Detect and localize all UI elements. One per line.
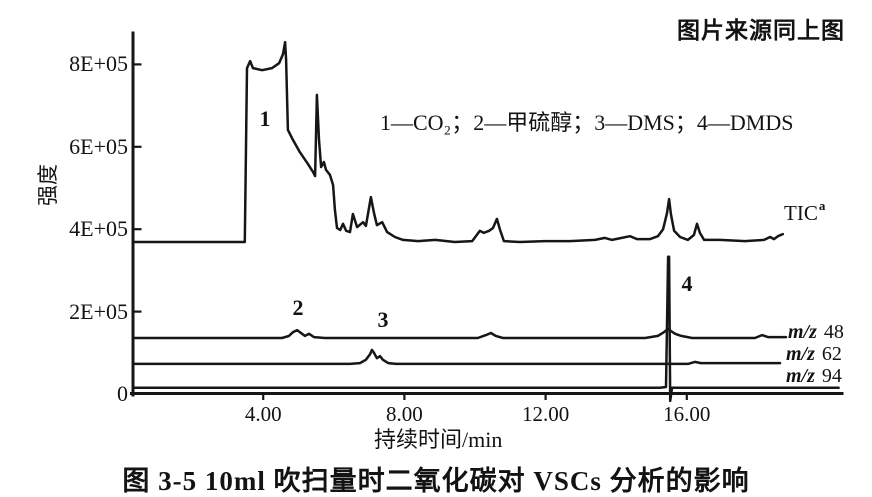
mz94-value: 94 [821, 365, 842, 387]
y-axis-title: 强度 [36, 164, 60, 206]
peak-label-2: 2 [292, 295, 304, 320]
trace-mz62 [131, 348, 782, 366]
mz62-prefix: m/z [786, 343, 815, 365]
trace-mz94 [131, 255, 840, 403]
trace-label-mz94: m/z 94 [786, 365, 842, 388]
x-axis-title: 持续时间/min [374, 427, 503, 452]
x-tick-label: 16.00 [663, 402, 711, 426]
tic-superscript: a [818, 198, 826, 213]
trace-mz48 [131, 327, 788, 340]
peak-label-1: 1 [259, 106, 271, 131]
trace-label-mz48: m/z 48 [788, 321, 844, 344]
x-tick-label: 4.00 [244, 402, 282, 426]
image-source-note: 图片来源同上图 [677, 17, 845, 43]
mz48-value: 48 [823, 321, 844, 343]
figure-caption: 图 3-5 10ml 吹扫量时二氧化碳对 VSCs 分析的影响 [122, 466, 750, 496]
mz48-prefix: m/z [788, 321, 817, 343]
peak-label-4: 4 [681, 271, 693, 296]
peak-label-3: 3 [377, 307, 389, 332]
y-tick-label: 4E+05 [69, 216, 128, 242]
trace-tic [131, 40, 785, 244]
mz94-prefix: m/z [786, 365, 815, 387]
y-tick-label: 8E+05 [69, 51, 128, 77]
trace-label-mz62: m/z 62 [786, 343, 842, 366]
y-tick-label: 6E+05 [69, 133, 128, 159]
mz62-value: 62 [821, 343, 842, 365]
y-tick-label: 0 [117, 381, 128, 406]
x-tick-label: 8.00 [386, 402, 423, 426]
trace-label-tic: TICa [784, 198, 826, 226]
tic-label-text: TIC [784, 201, 818, 225]
y-tick-label: 2E+05 [69, 298, 128, 324]
x-tick-label: 12.00 [521, 402, 570, 426]
peak-legend: 1—CO₂；2—甲硫醇；3—DMS；4—DMDS [380, 110, 794, 135]
